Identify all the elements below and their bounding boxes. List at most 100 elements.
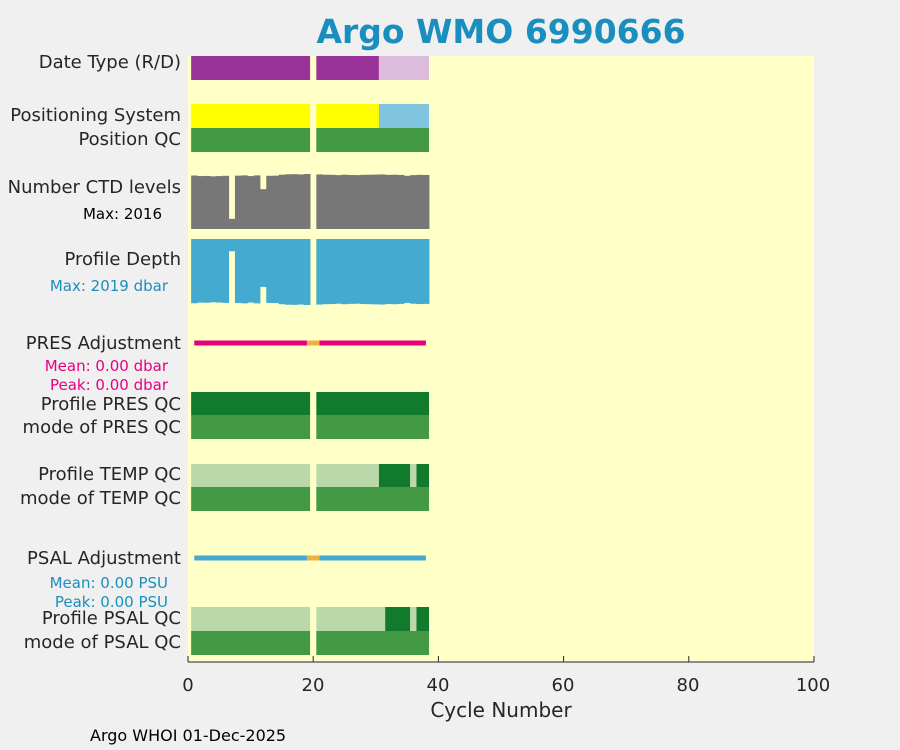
footer-credit: Argo WHOI 01-Dec-2025 (90, 726, 287, 745)
mode-temp-qc-segment (316, 487, 430, 511)
ctd-levels-bar (322, 174, 330, 229)
profile-depth-bar (360, 239, 367, 305)
ctd-levels-bar (297, 174, 305, 229)
ctd-levels-bar (259, 189, 267, 229)
ctd-levels-bar (241, 175, 248, 229)
ctd-levels-bar (197, 176, 205, 229)
profile-depth-bar (341, 239, 349, 305)
profile-depth-bar (378, 239, 386, 305)
ctd-levels-bar (234, 175, 242, 229)
profile-depth-bar (322, 239, 330, 305)
profile-depth-bar (266, 239, 273, 303)
profile-depth-bar (403, 239, 411, 303)
row-label-mode-temp-qc: mode of TEMP QC (19, 488, 181, 509)
row-label-positioning-system: Positioning System (10, 105, 181, 126)
x-tick-label: 20 (301, 675, 325, 696)
profile-temp-qc-segment (316, 464, 379, 487)
profile-depth-bar (335, 239, 342, 304)
profile-temp-qc-segment (410, 464, 417, 487)
profile-depth-bar (191, 239, 198, 304)
profile-depth-bar (278, 239, 286, 305)
profile-depth-bar (353, 239, 361, 304)
ctd-levels-bar (422, 174, 430, 229)
profile-depth-bar (297, 239, 305, 305)
ctd-levels-bar (391, 174, 399, 229)
profile-depth-bar (422, 239, 430, 304)
profile-depth-bar (222, 239, 230, 303)
row-label-profile-temp-qc: Profile TEMP QC (38, 464, 181, 485)
row-label-profile-depth: Profile Depth (64, 249, 181, 270)
profile-depth-bar (228, 239, 236, 252)
x-tick-label: 0 (182, 675, 194, 696)
profile-depth-bar (234, 239, 242, 304)
mode-psal-qc-segment (316, 631, 430, 655)
ctd-levels-bar (316, 174, 323, 229)
ctd-levels-bar (335, 175, 342, 229)
ctd-levels-bar (191, 175, 198, 229)
ctd-levels-bar (378, 174, 386, 229)
profile-depth-bar (285, 239, 292, 305)
ctd-levels-bar (347, 174, 355, 229)
pres-adjustment-mean: Mean: 0.00 dbar (44, 357, 168, 375)
profile-temp-qc-segment (416, 464, 430, 487)
ctd-levels-bar (278, 174, 286, 229)
profile-depth-bar (410, 239, 417, 304)
chart-title: Argo WMO 6990666 (316, 12, 686, 51)
ctd-levels-bar (328, 174, 336, 229)
x-tick-label: 80 (676, 675, 700, 696)
profile-depth-bar (416, 239, 424, 305)
row-label-mode-pres-qc: mode of PRES QC (22, 417, 181, 438)
profile-depth-bar (259, 239, 267, 287)
profile-depth-bar (391, 239, 399, 305)
row-label-profile-psal-qc: Profile PSAL QC (41, 608, 181, 629)
date-type-segment (378, 56, 430, 80)
row-label-psal-adjustment: PSAL Adjustment (26, 548, 181, 569)
ctd-levels-bar (266, 175, 273, 229)
ctd-levels-bar (416, 174, 424, 229)
profile-depth-bar (397, 239, 405, 304)
ctd-levels-bar (372, 174, 380, 229)
row-label-profile-pres-qc: Profile PRES QC (40, 394, 181, 415)
positioning-system-segment (378, 104, 430, 128)
profile-depth-bar (372, 239, 380, 305)
profile-depth-bar (253, 239, 261, 304)
x-tick-label: 60 (551, 675, 575, 696)
row-label-position-qc: Position QC (78, 129, 181, 150)
ctd-levels-bar (303, 174, 311, 229)
ctd-levels-bar (291, 174, 298, 229)
ctd-levels-bar (253, 175, 261, 229)
profile-psal-qc-segment (385, 607, 411, 631)
profile-depth-bar (197, 239, 205, 303)
ctd-levels-bar (272, 175, 280, 229)
ctd-levels-bar (360, 174, 367, 229)
profile-depth-bar (241, 239, 248, 304)
ctd-levels-bar (203, 175, 211, 229)
profile-depth-bar (247, 239, 255, 303)
profile-depth-max: Max: 2019 dbar (49, 277, 168, 295)
mode-temp-qc-segment (191, 487, 311, 511)
position-qc-segment (316, 128, 430, 152)
x-tick-label: 40 (426, 675, 450, 696)
ctd-levels-bar (353, 175, 361, 229)
profile-psal-qc-segment (316, 607, 386, 631)
profile-depth-bar (303, 239, 311, 305)
profile-temp-qc-segment (191, 464, 311, 487)
profile-depth-bar (272, 239, 280, 304)
positioning-system-segment (191, 104, 311, 128)
ctd-levels-bar (285, 174, 292, 229)
position-qc-segment (191, 128, 311, 152)
profile-depth-bar (366, 239, 374, 305)
profile-depth-bar (385, 239, 392, 305)
ctd-levels-bar (366, 174, 374, 229)
ctd-levels-bar (385, 174, 392, 229)
profile-depth-bar (203, 239, 211, 303)
date-type-segment (191, 56, 311, 80)
date-type-segment (316, 56, 379, 80)
profile-psal-qc-segment (410, 607, 417, 631)
ctd-levels-bar (410, 175, 417, 229)
profile-temp-qc-segment (378, 464, 411, 487)
ctd-levels-bar (397, 174, 405, 229)
ctd-levels-max: Max: 2016 (82, 205, 162, 223)
ctd-levels-bar (216, 176, 223, 229)
